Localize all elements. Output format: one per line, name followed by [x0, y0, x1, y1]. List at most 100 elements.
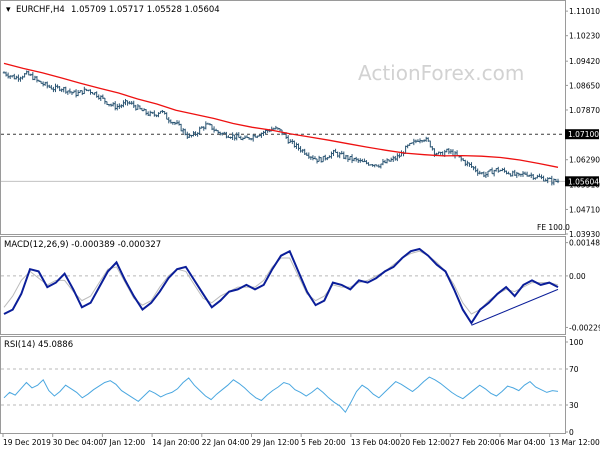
price-bar — [297, 143, 300, 151]
price-bar — [346, 154, 350, 162]
price-bar — [239, 135, 243, 140]
price-bar — [342, 151, 346, 160]
price-bar — [64, 86, 67, 94]
price-bar — [503, 167, 506, 173]
price-bar — [338, 152, 341, 159]
price-bar — [313, 156, 317, 160]
price-bar — [41, 81, 45, 87]
price-bar — [126, 100, 129, 106]
time-axis: 19 Dec 2019 30 Dec 04:00 7 Jan 12:00 14 Jan… — [2, 434, 600, 447]
time-tick-label: 13 Feb 04:00 — [351, 438, 400, 447]
price-bar — [523, 171, 527, 175]
price-bar — [140, 107, 144, 112]
price-bar — [107, 103, 111, 107]
price-bar — [326, 157, 329, 161]
price-bar — [317, 155, 321, 162]
price-bar — [383, 159, 387, 164]
price-bar — [373, 164, 376, 168]
price-bar — [556, 178, 560, 184]
price-bar — [482, 171, 486, 178]
price-bar — [179, 123, 183, 132]
rsi-tick-label: 0 — [569, 428, 574, 437]
price-bar — [177, 120, 181, 126]
price-bar — [149, 110, 152, 117]
price-bar — [262, 130, 265, 136]
price-bar — [17, 74, 20, 82]
price-tick-label: 1.09420 — [569, 57, 600, 66]
price-bar — [202, 126, 205, 131]
fe-label: FE 100.0 — [537, 223, 570, 232]
moving-average-line — [3, 62, 559, 168]
time-tick-label: 19 Dec 2019 — [3, 438, 51, 447]
price-bar — [499, 169, 502, 172]
price-bar — [153, 110, 156, 117]
price-bar — [525, 171, 529, 177]
rsi-grid — [1, 368, 565, 406]
price-bar — [97, 94, 100, 100]
price-bar — [486, 170, 490, 177]
price-bar — [394, 155, 397, 161]
level-badge — [565, 129, 599, 140]
price-bar — [155, 114, 158, 118]
price-tick-label: 1.07870 — [569, 106, 600, 115]
price-bar — [43, 81, 47, 86]
price-bar — [293, 140, 296, 148]
price-bars — [2, 70, 560, 186]
price-bar — [99, 95, 102, 101]
price-bar — [169, 119, 173, 124]
price-bar — [122, 100, 125, 108]
price-bar — [495, 168, 498, 172]
price-bar — [408, 142, 411, 146]
price-bar — [552, 178, 556, 186]
price-bar — [256, 135, 259, 139]
price-bar — [365, 160, 368, 165]
price-bar — [369, 164, 372, 166]
price-bar — [480, 172, 483, 175]
price-axis: 1.11010 1.10230 1.09420 1.08650 1.07870 1.062… — [565, 7, 600, 239]
price-bar — [151, 111, 154, 114]
price-bar — [74, 89, 78, 98]
macd-trendline — [471, 288, 559, 326]
price-bar — [175, 120, 179, 125]
price-bar — [68, 88, 72, 94]
rsi-tick-label: 30 — [569, 401, 579, 410]
price-bar — [72, 90, 76, 94]
rsi-tick-label: 70 — [569, 365, 579, 374]
price-bar — [439, 151, 442, 155]
price-bar — [208, 123, 212, 126]
price-bar — [361, 158, 364, 163]
price-bar — [540, 174, 543, 180]
macd-signal-line — [3, 250, 559, 315]
price-bar — [420, 140, 424, 143]
price-bar — [379, 163, 383, 169]
header-caret: ▾ — [6, 5, 11, 15]
price-bar — [19, 76, 22, 82]
price-bar — [163, 111, 166, 115]
price-bar — [371, 164, 374, 167]
price-bar — [332, 149, 335, 157]
price-bar — [334, 148, 337, 154]
price-bar — [492, 169, 496, 177]
price-bar — [289, 139, 292, 144]
price-bar — [216, 130, 220, 134]
price-bar — [31, 72, 35, 81]
price-bar — [472, 166, 475, 171]
rsi-tick-label: 100 — [569, 338, 584, 347]
price-bar — [276, 127, 280, 130]
macd-title: MACD(12,26,9) -0.000389 -0.000327 — [4, 240, 161, 250]
macd-tick-label: 0.001484 — [569, 239, 600, 248]
price-bar — [56, 84, 59, 89]
price-bar — [243, 135, 247, 139]
price-bar — [214, 128, 218, 132]
price-bar — [48, 84, 51, 88]
price-bar — [60, 88, 63, 93]
price-bar — [513, 169, 516, 176]
price-bar — [227, 135, 230, 138]
price-bar — [542, 175, 545, 182]
price-bar — [414, 139, 418, 144]
price-bar — [291, 139, 294, 145]
price-bar — [431, 146, 434, 151]
price-bar — [4, 71, 8, 77]
price-bar — [406, 144, 409, 149]
price-bar — [515, 171, 519, 178]
